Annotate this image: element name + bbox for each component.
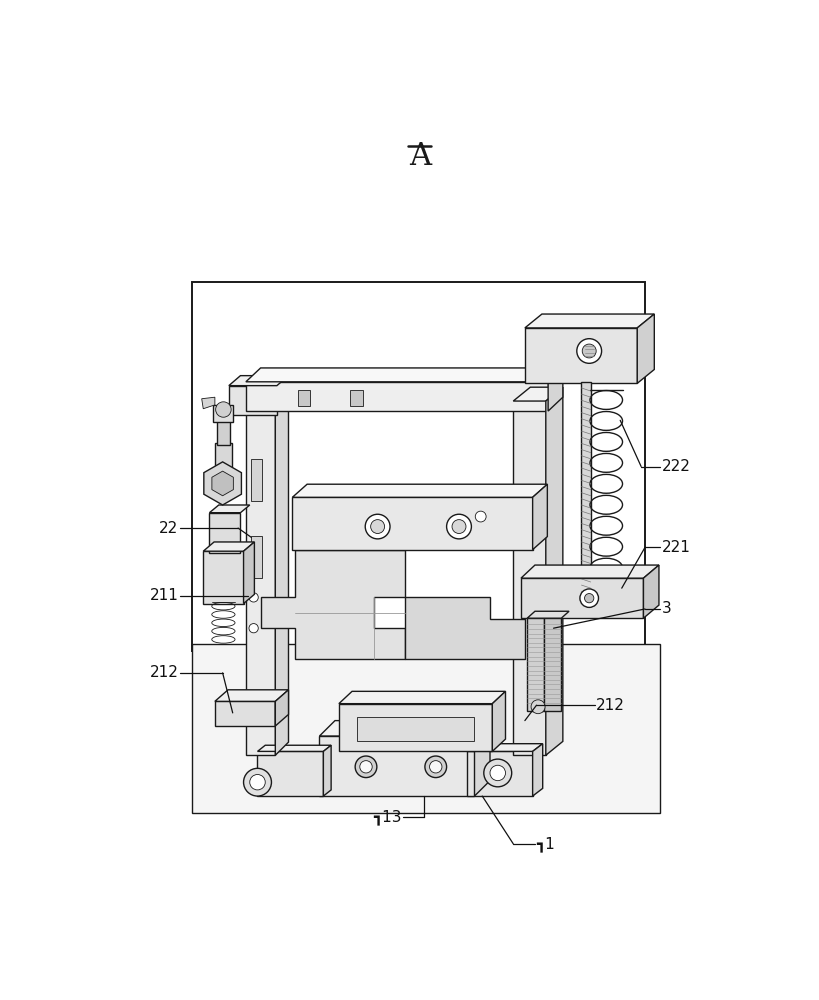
Circle shape — [370, 520, 384, 533]
Bar — [217, 420, 229, 445]
Polygon shape — [257, 745, 331, 751]
Bar — [257, 751, 323, 796]
Text: 3: 3 — [661, 601, 671, 616]
Bar — [527, 618, 544, 711]
Polygon shape — [545, 387, 562, 755]
Polygon shape — [261, 550, 405, 659]
Circle shape — [490, 765, 505, 781]
Circle shape — [483, 759, 511, 787]
Bar — [229, 386, 277, 415]
Polygon shape — [547, 368, 562, 411]
Polygon shape — [405, 597, 524, 659]
Circle shape — [579, 589, 598, 607]
Polygon shape — [229, 376, 288, 386]
Text: 221: 221 — [661, 540, 690, 555]
Bar — [297, 389, 310, 406]
Circle shape — [360, 761, 372, 773]
Bar — [513, 401, 545, 755]
Bar — [192, 282, 645, 651]
Bar — [544, 618, 561, 711]
Circle shape — [364, 514, 390, 539]
Polygon shape — [275, 690, 288, 726]
Polygon shape — [211, 471, 233, 496]
Bar — [215, 701, 275, 726]
Polygon shape — [466, 744, 542, 751]
Text: A: A — [409, 141, 431, 172]
Circle shape — [475, 511, 486, 522]
Polygon shape — [532, 484, 547, 550]
Bar — [203, 551, 243, 604]
Polygon shape — [275, 400, 288, 755]
Text: 212: 212 — [149, 665, 179, 680]
Bar — [251, 459, 262, 501]
Polygon shape — [292, 484, 547, 497]
Text: 22: 22 — [159, 521, 179, 536]
Polygon shape — [215, 690, 288, 701]
Polygon shape — [201, 397, 215, 409]
Polygon shape — [513, 387, 562, 401]
Bar — [520, 578, 643, 618]
Circle shape — [576, 339, 601, 363]
Polygon shape — [246, 400, 288, 413]
Polygon shape — [524, 314, 654, 328]
Polygon shape — [532, 744, 542, 796]
Text: 211: 211 — [149, 588, 179, 603]
Bar — [215, 443, 232, 483]
Circle shape — [446, 514, 471, 539]
Polygon shape — [209, 505, 250, 513]
Text: 212: 212 — [595, 698, 624, 713]
Polygon shape — [491, 691, 505, 751]
Circle shape — [249, 624, 258, 633]
Polygon shape — [338, 691, 505, 704]
Text: 222: 222 — [661, 459, 690, 474]
Bar — [292, 497, 532, 550]
Polygon shape — [204, 462, 241, 505]
Bar — [209, 513, 240, 553]
Circle shape — [215, 402, 231, 417]
Circle shape — [581, 344, 595, 358]
Bar — [466, 751, 532, 796]
Polygon shape — [319, 721, 490, 736]
Circle shape — [249, 593, 258, 602]
Circle shape — [451, 520, 465, 533]
Polygon shape — [474, 721, 490, 796]
Bar — [350, 389, 363, 406]
Polygon shape — [643, 565, 658, 618]
Polygon shape — [192, 644, 659, 813]
Circle shape — [250, 774, 265, 790]
Polygon shape — [243, 542, 254, 604]
Text: ┓13: ┓13 — [373, 809, 401, 825]
Circle shape — [355, 756, 377, 778]
Bar — [251, 536, 262, 578]
Bar — [581, 382, 590, 597]
Circle shape — [429, 761, 441, 773]
Circle shape — [531, 700, 545, 714]
Bar — [246, 413, 275, 755]
Bar — [319, 736, 474, 796]
Bar — [524, 328, 636, 383]
Bar — [213, 405, 233, 422]
Text: ┓1: ┓1 — [536, 836, 554, 852]
Bar — [356, 717, 474, 741]
Circle shape — [424, 756, 446, 778]
Polygon shape — [636, 314, 654, 383]
Bar — [246, 382, 547, 411]
Polygon shape — [246, 368, 562, 382]
Polygon shape — [323, 745, 331, 796]
Circle shape — [243, 768, 271, 796]
Polygon shape — [203, 542, 254, 551]
Circle shape — [584, 594, 593, 603]
Polygon shape — [520, 565, 658, 578]
Polygon shape — [527, 611, 568, 618]
Bar — [338, 704, 491, 751]
